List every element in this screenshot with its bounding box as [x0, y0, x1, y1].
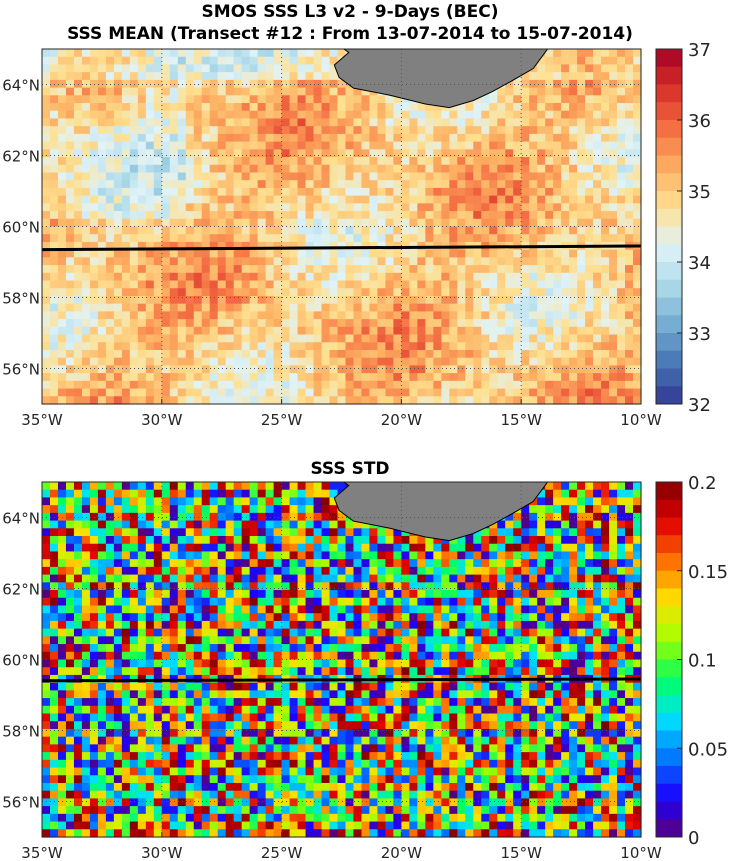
colorbar-segment: [656, 137, 682, 156]
y-tick-label: 58°N: [2, 723, 40, 741]
colorbar-segment: [656, 297, 682, 316]
map-frame: [41, 48, 642, 405]
x-tick-label: 30°W: [141, 411, 183, 429]
y-tick-label: 60°N: [2, 652, 40, 670]
colorbar-segment: [656, 333, 682, 352]
colorbar-segment: [656, 553, 682, 572]
colorbar-segment: [656, 191, 682, 210]
colorbar-segment: [656, 173, 682, 192]
y-tick-label: 56°N: [2, 361, 40, 379]
x-tick-label: 30°W: [141, 844, 183, 861]
colorbar-segment: [656, 766, 682, 785]
colorbar-segment: [656, 262, 682, 281]
x-tick-label: 10°W: [620, 411, 662, 429]
x-tick-label: 10°W: [620, 844, 662, 861]
colorbar-segment: [656, 208, 682, 227]
colorbar-segment: [656, 102, 682, 121]
colorbar-tick-label: 36: [688, 111, 711, 132]
land-iceland: [303, 481, 549, 542]
colorbar-segment: [656, 695, 682, 714]
colorbar-segment: [656, 350, 682, 369]
mean-map: 35°W 30°W 25°W 20°W 15°W 10°W 56°N 58°N 60°N 62°N…: [2, 48, 662, 429]
colorbar-segment: [656, 712, 682, 731]
map-frame: [41, 481, 642, 838]
colorbar-segment: [656, 84, 682, 103]
colorbar-segment: [656, 819, 682, 838]
colorbar-tick-label: 32: [688, 395, 711, 416]
y-tick-labels: 56°N 58°N 60°N 62°N 64°N: [2, 510, 40, 812]
colorbar-tick-label: 0.15: [688, 562, 728, 583]
y-tick-label: 62°N: [2, 148, 40, 166]
colorbar-tick-label: 37: [688, 40, 711, 61]
y-tick-label: 58°N: [2, 290, 40, 308]
land-iceland: [303, 48, 549, 109]
colorbar-tick-label: 0.05: [688, 739, 728, 760]
y-tick-label: 64°N: [2, 510, 40, 528]
colorbar-segment: [656, 730, 682, 749]
std-colorbar: 0 0.05 0.1 0.15 0.2: [655, 473, 728, 849]
mean-colorbar: 32 33 34 35 36 37: [655, 40, 711, 416]
x-tick-labels: 35°W 30°W 25°W 20°W 15°W 10°W: [21, 832, 662, 861]
std-map-title: SSS STD: [310, 459, 390, 479]
x-tick-label: 25°W: [261, 844, 303, 861]
colorbar-segment: [656, 801, 682, 820]
colorbar-segment: [656, 315, 682, 334]
figure-title-line1: SMOS SSS L3 v2 - 9-Days (BEC): [201, 2, 499, 22]
y-tick-labels: 56°N 58°N 60°N 62°N 64°N: [2, 77, 40, 379]
colorbar-segment: [656, 783, 682, 802]
x-tick-label: 35°W: [21, 411, 63, 429]
y-tick-label: 64°N: [2, 77, 40, 95]
x-tick-label: 15°W: [500, 844, 542, 861]
heatmap-cells: [42, 482, 642, 838]
colorbar-segment: [656, 66, 682, 85]
colorbar-segment: [656, 588, 682, 607]
colorbar-segment: [656, 244, 682, 263]
colorbar-tick-label: 0: [688, 828, 699, 849]
colorbar-tick-label: 0.2: [688, 473, 717, 494]
colorbar-segment: [656, 624, 682, 643]
colorbar-segment: [656, 677, 682, 696]
colorbar-tick-label: 35: [688, 182, 711, 203]
x-tick-label: 25°W: [261, 411, 303, 429]
colorbar-segment: [656, 748, 682, 767]
x-tick-label: 20°W: [381, 844, 423, 861]
colorbar-segment: [656, 570, 682, 589]
colorbar-segment: [656, 226, 682, 245]
colorbar-tick-label: 33: [688, 324, 711, 345]
colorbar-segment: [656, 659, 682, 678]
colorbar-segment: [656, 482, 682, 501]
colorbar-segment: [656, 279, 682, 298]
colorbar-segment: [656, 517, 682, 536]
colorbar-tick-label: 34: [688, 253, 711, 274]
colorbar-tick-label: 0.1: [688, 651, 717, 672]
x-tick-label: 15°W: [500, 411, 542, 429]
colorbar-segment: [656, 535, 682, 554]
colorbar-segment: [656, 49, 682, 68]
x-tick-label: 20°W: [381, 411, 423, 429]
colorbar-segment: [656, 368, 682, 387]
colorbar-segment: [656, 499, 682, 518]
colorbar-frame: [655, 48, 683, 405]
y-tick-label: 60°N: [2, 219, 40, 237]
y-tick-label: 62°N: [2, 581, 40, 599]
figure-title-line2: SSS MEAN (Transect #12 : From 13-07-2014…: [67, 24, 633, 44]
y-tick-label: 56°N: [2, 794, 40, 812]
colorbar-segment: [656, 386, 682, 405]
std-map: 35°W 30°W 25°W 20°W 15°W 10°W 56°N 58°N 60°N 62°N…: [2, 481, 662, 861]
x-tick-labels: 35°W 30°W 25°W 20°W 15°W 10°W: [21, 399, 662, 429]
x-tick-label: 35°W: [21, 844, 63, 861]
colorbar-segment: [656, 641, 682, 660]
colorbar-segment: [656, 155, 682, 174]
heatmap-cells: [42, 49, 642, 405]
transect-line: [41, 244, 642, 252]
colorbar-segment: [656, 606, 682, 625]
colorbar-segment: [656, 120, 682, 139]
transect-line: [41, 677, 642, 683]
